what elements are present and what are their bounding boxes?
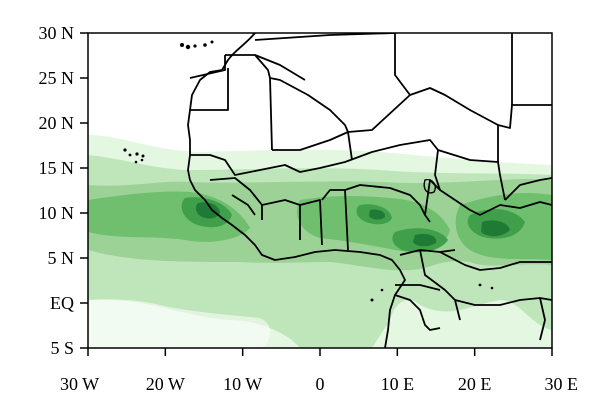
- x-tick-label: 20 W: [146, 374, 185, 394]
- shade-level-6-central: [369, 209, 386, 220]
- x-tick-label: 10 E: [381, 374, 415, 394]
- shaded-field: [88, 33, 552, 348]
- y-tick-label: 25 N: [39, 68, 75, 88]
- x-tick-label: 10 W: [223, 374, 262, 394]
- x-tick-label: 0: [316, 374, 325, 394]
- x-tick-label: 30 E: [545, 374, 579, 394]
- y-tick-label: 5 S: [50, 338, 74, 358]
- y-tick-label: 10 N: [39, 203, 75, 223]
- y-tick-label: EQ: [50, 293, 74, 313]
- lake-chad: [423, 178, 436, 194]
- y-axis: 30 N 25 N 20 N 15 N 10 N 5 N EQ 5 S: [39, 23, 88, 358]
- y-tick-label: 20 N: [39, 113, 75, 133]
- islands: [123, 40, 494, 302]
- y-tick-label: 15 N: [39, 158, 75, 178]
- x-axis: 30 W 20 W 10 W 0 10 E 20 E 30 E: [60, 348, 578, 394]
- ocean-pale-patch: [88, 299, 271, 348]
- shade-level-6-cameroon: [413, 233, 437, 247]
- y-tick-label: 5 N: [48, 248, 75, 268]
- shade-level-6-west: [195, 202, 220, 219]
- x-tick-label: 20 E: [458, 374, 492, 394]
- x-tick-label: 30 W: [60, 374, 99, 394]
- y-tick-label: 30 N: [39, 23, 75, 43]
- shade-level-6-east: [481, 220, 510, 237]
- country-borders: [187, 33, 552, 348]
